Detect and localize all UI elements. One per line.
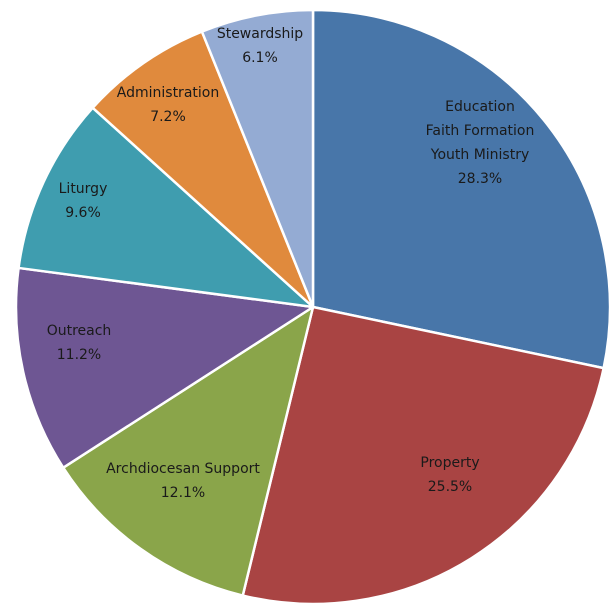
pie-slice <box>61 305 315 597</box>
pie-slice <box>241 305 605 603</box>
pie-labels: Education Faith Formation Youth Ministry 28… <box>47 26 535 501</box>
slice-percent-text: 9.6% <box>65 205 101 221</box>
slice-percent-text: 6.1% <box>242 50 278 66</box>
slice-label: Liturgy 9.6% <box>59 181 108 221</box>
pie-slice <box>17 106 315 309</box>
slice-category-text: Outreach <box>47 323 112 339</box>
slice-percent-text: 7.2% <box>150 109 186 125</box>
slice-category-text: Administration <box>117 85 219 101</box>
slice-category-text: Liturgy <box>59 181 108 197</box>
slice-percent-text: 25.5% <box>428 479 472 495</box>
slice-category-text: Property <box>420 455 479 471</box>
slice-category-text: Stewardship <box>217 26 303 42</box>
slice-percent-text: 11.2% <box>57 347 101 363</box>
slice-category-text: Education <box>445 99 515 115</box>
pie-slice <box>200 8 315 309</box>
slice-label: Outreach 11.2% <box>47 323 112 363</box>
slice-category-text: Archdiocesan Support <box>106 461 260 477</box>
slice-label: Administration 7.2% <box>117 85 219 125</box>
slice-category-text: Youth Ministry <box>430 147 530 163</box>
pie-slice <box>14 266 315 469</box>
slice-percent-text: 28.3% <box>458 171 502 187</box>
slice-category-text: Faith Formation <box>426 123 535 139</box>
slice-label: Stewardship 6.1% <box>217 26 303 66</box>
pie-slice <box>91 30 315 309</box>
slice-label: Education Faith Formation Youth Ministry 28… <box>426 99 535 187</box>
pie-slice <box>311 8 611 370</box>
slice-percent-text: 12.1% <box>161 485 205 501</box>
slice-label: Property 25.5% <box>420 455 479 495</box>
slice-label: Archdiocesan Support 12.1% <box>106 461 260 501</box>
pie-slices <box>14 8 611 603</box>
